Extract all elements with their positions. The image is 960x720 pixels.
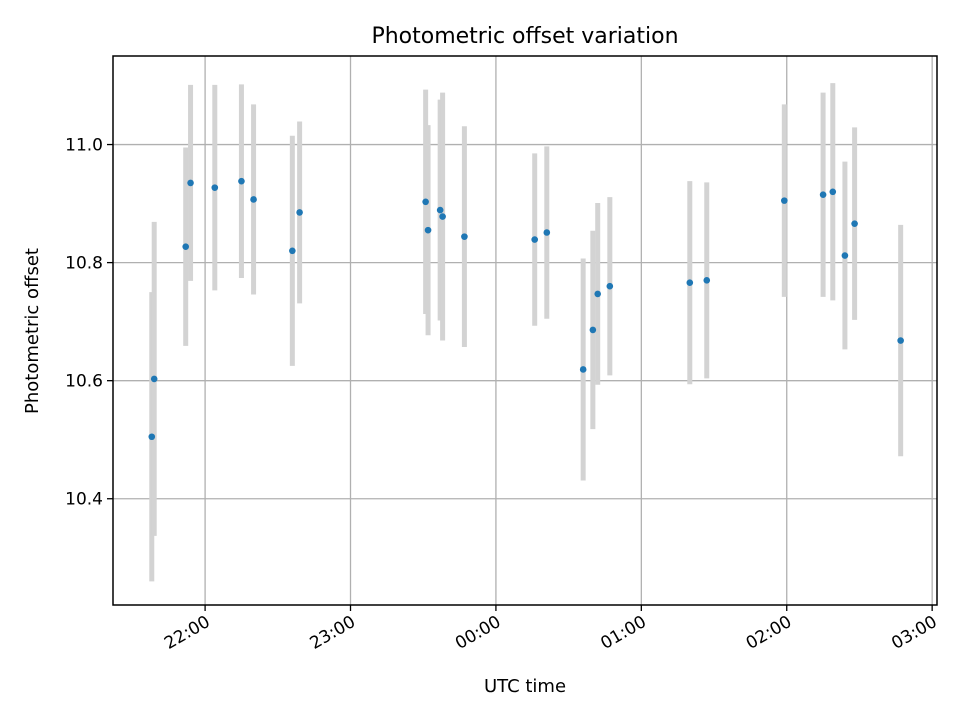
tick-layer: 10.4 10.6 10.8 11.0 22:00 23:00 00:00 01:00 02:0… bbox=[65, 136, 941, 654]
point-layer bbox=[148, 177, 904, 441]
x-axis-label: UTC time bbox=[484, 676, 566, 697]
x-tick-label: 23:00 bbox=[307, 612, 359, 654]
data-point bbox=[238, 177, 245, 185]
data-point bbox=[851, 220, 858, 227]
data-point bbox=[211, 184, 219, 191]
data-point bbox=[289, 247, 296, 255]
data-point bbox=[461, 233, 468, 240]
data-point bbox=[531, 236, 538, 243]
data-point bbox=[703, 277, 711, 284]
grid-layer bbox=[113, 56, 937, 605]
data-point bbox=[594, 290, 602, 298]
data-point bbox=[182, 243, 190, 250]
data-point bbox=[422, 198, 429, 206]
x-tick-label: 01:00 bbox=[597, 612, 649, 654]
data-point bbox=[187, 179, 194, 187]
y-tick-label: 10.6 bbox=[65, 372, 103, 392]
y-tick-label: 10.4 bbox=[65, 490, 103, 510]
y-tick-label: 11.0 bbox=[65, 136, 103, 156]
data-point bbox=[781, 197, 788, 204]
data-point bbox=[424, 226, 432, 234]
data-point bbox=[150, 375, 158, 383]
data-point bbox=[829, 188, 837, 196]
x-tick-label: 00:00 bbox=[452, 612, 504, 654]
data-point bbox=[686, 279, 694, 286]
data-point bbox=[819, 191, 827, 199]
x-tick-label: 22:00 bbox=[161, 612, 213, 654]
chart-title: Photometric offset variation bbox=[371, 24, 678, 49]
data-point bbox=[589, 326, 597, 334]
data-point bbox=[606, 282, 614, 290]
y-tick-label: 10.8 bbox=[65, 254, 103, 274]
data-point bbox=[579, 366, 587, 373]
y-axis-label: Photometric offset bbox=[22, 248, 43, 414]
plot-frame bbox=[112, 55, 938, 606]
data-point bbox=[250, 196, 257, 203]
data-point bbox=[897, 337, 904, 344]
x-tick-label: 03:00 bbox=[888, 612, 940, 654]
errorbar-layer bbox=[149, 83, 904, 582]
data-point bbox=[148, 433, 156, 441]
data-point bbox=[543, 229, 551, 236]
x-tick-label: 02:00 bbox=[743, 612, 795, 654]
data-point bbox=[439, 213, 446, 220]
data-point bbox=[436, 206, 444, 214]
data-point bbox=[841, 252, 849, 259]
data-point bbox=[296, 209, 303, 216]
